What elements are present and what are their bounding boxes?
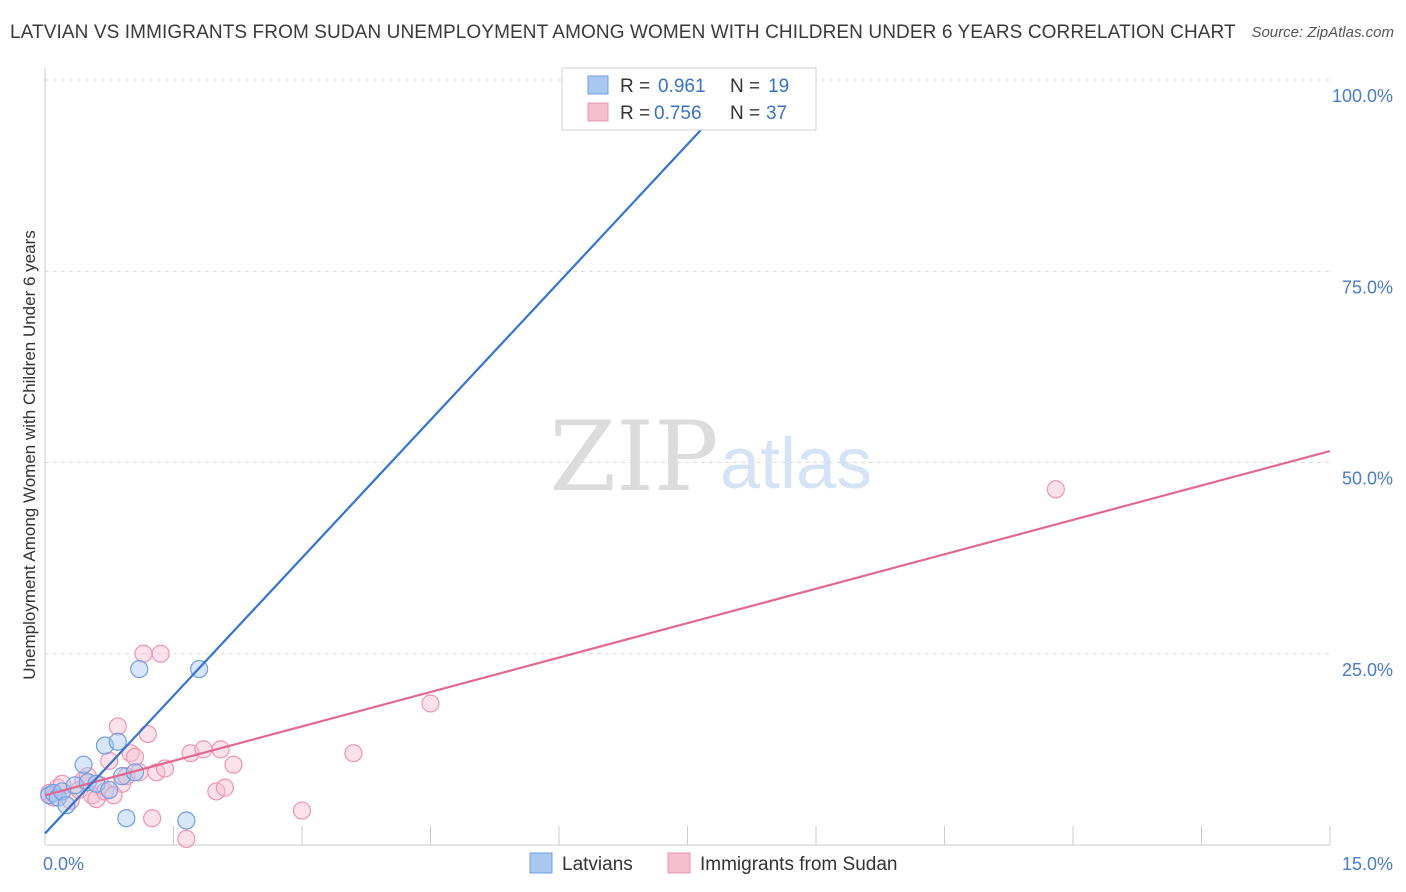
sudan-point-16	[125, 747, 145, 767]
latvian-point-13	[117, 809, 136, 828]
sudan-point-27	[207, 782, 226, 801]
sudan-point-12	[108, 717, 127, 736]
bottom-legend-swatch-latvians	[529, 852, 553, 874]
watermark-atlas: atlas	[720, 424, 872, 504]
latvian-point-6	[74, 755, 93, 774]
series-legend: Latvians Immigrants from Sudan	[529, 852, 897, 875]
latvian-trend-line	[44, 79, 749, 835]
legend-r-value-latvians: 0.961	[658, 76, 706, 97]
legend-r-label-latvians: R =	[620, 76, 650, 97]
legend-n-value-sudan: 37	[766, 103, 787, 124]
sudan-trend-line	[44, 449, 1331, 797]
latvian-point-11	[108, 732, 127, 751]
trend-lines	[44, 79, 1331, 835]
legend-n-label-latvians: N =	[730, 76, 760, 97]
y-tick-label-3: 100.0%	[1332, 86, 1393, 106]
sudan-point-20	[142, 809, 162, 828]
sudan-point-23	[151, 644, 170, 663]
sudan-point-19	[138, 724, 157, 744]
sudan-point-18	[134, 644, 153, 663]
latvian-point-15	[130, 659, 149, 679]
y-axis-label: Unemployment Among Women with Children U…	[20, 230, 39, 679]
x-tick-label-0: 0.0%	[43, 854, 84, 874]
sudan-point-24	[177, 829, 196, 848]
legend-r-label-sudan: R =	[620, 103, 650, 124]
x-tick-labels: 0.0% 15.0%	[43, 854, 1393, 874]
bottom-legend-swatch-sudan	[667, 852, 691, 874]
source-label: Source: ZipAtlas.com	[1251, 24, 1394, 41]
sudan-point-31	[292, 801, 312, 820]
latvian-point-10	[100, 780, 119, 800]
sudan-point-34	[1046, 480, 1065, 499]
bottom-legend-sudan: Immigrants from Sudan	[700, 854, 897, 875]
bottom-legend-latvians: Latvians	[562, 854, 633, 875]
sudan-point-29	[215, 778, 234, 797]
latvian-point-4	[57, 796, 76, 815]
y-tick-label-1: 50.0%	[1342, 469, 1393, 489]
axes	[44, 68, 1331, 846]
sudan-point-21	[147, 763, 166, 782]
legend-r-value-sudan: 0.756	[654, 103, 702, 124]
y-tick-label-2: 75.0%	[1342, 277, 1393, 297]
legend-n-label-sudan: N =	[730, 103, 760, 124]
chart-title: LATVIAN VS IMMIGRANTS FROM SUDAN UNEMPLO…	[10, 22, 1236, 43]
correlation-legend: R = 0.961 N = 19 R = 0.756 N = 37	[561, 67, 817, 131]
y-tick-labels: 25.0% 50.0% 75.0% 100.0%	[1332, 86, 1393, 680]
grid-lines	[45, 79, 1330, 655]
legend-n-value-latvians: 19	[768, 76, 789, 97]
x-tick-label-1: 15.0%	[1342, 854, 1393, 874]
y-tick-label-0: 25.0%	[1342, 660, 1393, 680]
watermark: ZIP atlas	[549, 401, 872, 513]
watermark-zip: ZIP	[549, 401, 718, 513]
legend-swatch-latvians	[587, 75, 609, 95]
legend-swatch-sudan	[587, 102, 609, 122]
sudan-point-32	[344, 744, 363, 763]
sudan-point-30	[224, 755, 243, 774]
sudan-point-11	[100, 751, 119, 770]
sudan-point-33	[421, 694, 440, 713]
latvian-point-16	[177, 811, 196, 830]
